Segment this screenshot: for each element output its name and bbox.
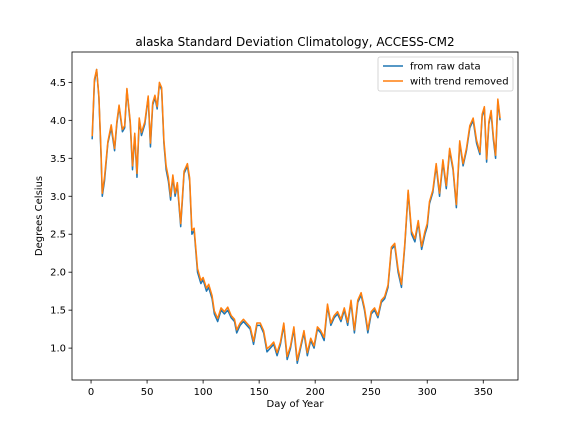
- y-axis-label: Degrees Celsius: [34, 176, 45, 256]
- series-line-with-trend-removed: [91, 68, 501, 362]
- x-tick-label: 0: [88, 387, 94, 398]
- x-tick-label: 100: [194, 387, 213, 398]
- x-tick-label: 350: [474, 387, 493, 398]
- x-tick-label: 150: [250, 387, 269, 398]
- chart-title: alaska Standard Deviation Climatology, A…: [135, 35, 454, 49]
- y-tick-label: 1.5: [50, 306, 66, 317]
- legend-label-with-trend-removed: with trend removed: [410, 77, 509, 88]
- legend-box: [377, 56, 514, 92]
- x-axis-ticks: 0 50 100 150 200 250 300 350: [88, 380, 493, 398]
- y-tick-label: 4.0: [50, 116, 66, 127]
- y-tick-label: 2.0: [50, 268, 66, 279]
- plot-border: [71, 51, 519, 381]
- x-tick-label: 50: [141, 387, 154, 398]
- y-tick-label: 1.0: [50, 344, 66, 355]
- y-axis-ticks: 1.0 1.5 2.0 2.5 3.0 3.5 4.0 4.5: [50, 78, 72, 355]
- legend-label-from-raw-data: from raw data: [410, 62, 481, 73]
- x-axis-label: Day of Year: [267, 399, 325, 410]
- y-tick-label: 2.5: [50, 230, 66, 241]
- y-tick-label: 3.5: [50, 154, 66, 165]
- plot-area: [71, 51, 519, 381]
- x-tick-label: 250: [362, 387, 381, 398]
- y-tick-label: 4.5: [50, 78, 66, 89]
- legend: from raw data with trend removed: [377, 56, 514, 92]
- series-layer: [91, 68, 501, 365]
- y-tick-label: 3.0: [50, 192, 66, 203]
- x-tick-label: 300: [418, 387, 437, 398]
- x-tick-label: 200: [306, 387, 325, 398]
